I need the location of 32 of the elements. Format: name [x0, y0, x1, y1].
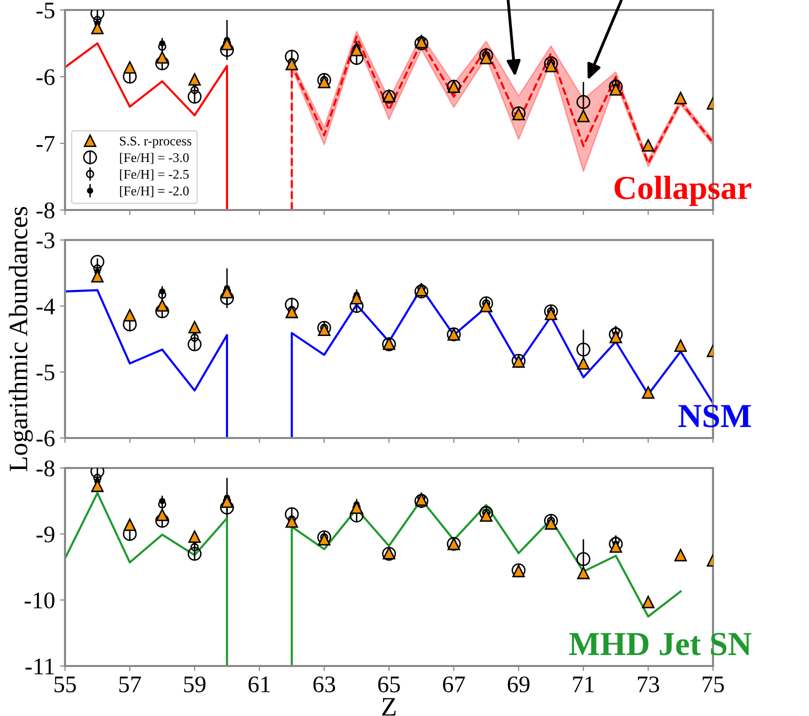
- legend-label: [Fe/H] = -3.0: [120, 152, 189, 164]
- y-tick-label: -4: [36, 298, 55, 314]
- y-axis-title: Logarithmic Abundances: [8, 206, 33, 472]
- y-tick-label: -7: [36, 136, 55, 152]
- x-tick-label: 73: [638, 676, 660, 692]
- y-tick-label: -8: [36, 202, 54, 218]
- legend-label: [Fe/H] = -2.0: [120, 186, 189, 198]
- legend-label: S.S. r-process: [120, 136, 192, 148]
- y-tick-label: -5: [36, 364, 54, 380]
- x-tick-label: 57: [119, 676, 141, 692]
- x-tick-label: 65: [378, 676, 400, 692]
- x-tick-label: 61: [248, 676, 270, 692]
- x-tick-label: 67: [443, 676, 465, 692]
- x-tick-label: 63: [313, 676, 336, 692]
- x-tick-label: 71: [573, 676, 594, 692]
- annotation: MHD Jet SN: [569, 632, 752, 656]
- y-tick-label: -6: [36, 430, 55, 446]
- y-tick-label: -11: [26, 658, 54, 674]
- x-tick-label: 75: [702, 676, 724, 692]
- x-tick-label: 55: [54, 676, 76, 692]
- y-tick-label: -9: [36, 526, 54, 542]
- annotation: NSM: [678, 404, 751, 428]
- y-tick-label: -3: [36, 232, 54, 248]
- x-tick-label: 69: [508, 676, 530, 692]
- legend-label: [Fe/H] = -2.5: [120, 169, 189, 180]
- y-tick-label: -6: [36, 69, 55, 86]
- annotation: Collapsar: [614, 176, 752, 206]
- y-tick-label: -8: [36, 460, 54, 476]
- x-axis-title: Z: [382, 698, 396, 716]
- y-tick-label: -5: [36, 2, 54, 18]
- y-tick-label: -10: [24, 592, 54, 608]
- x-tick-label: 59: [184, 676, 206, 692]
